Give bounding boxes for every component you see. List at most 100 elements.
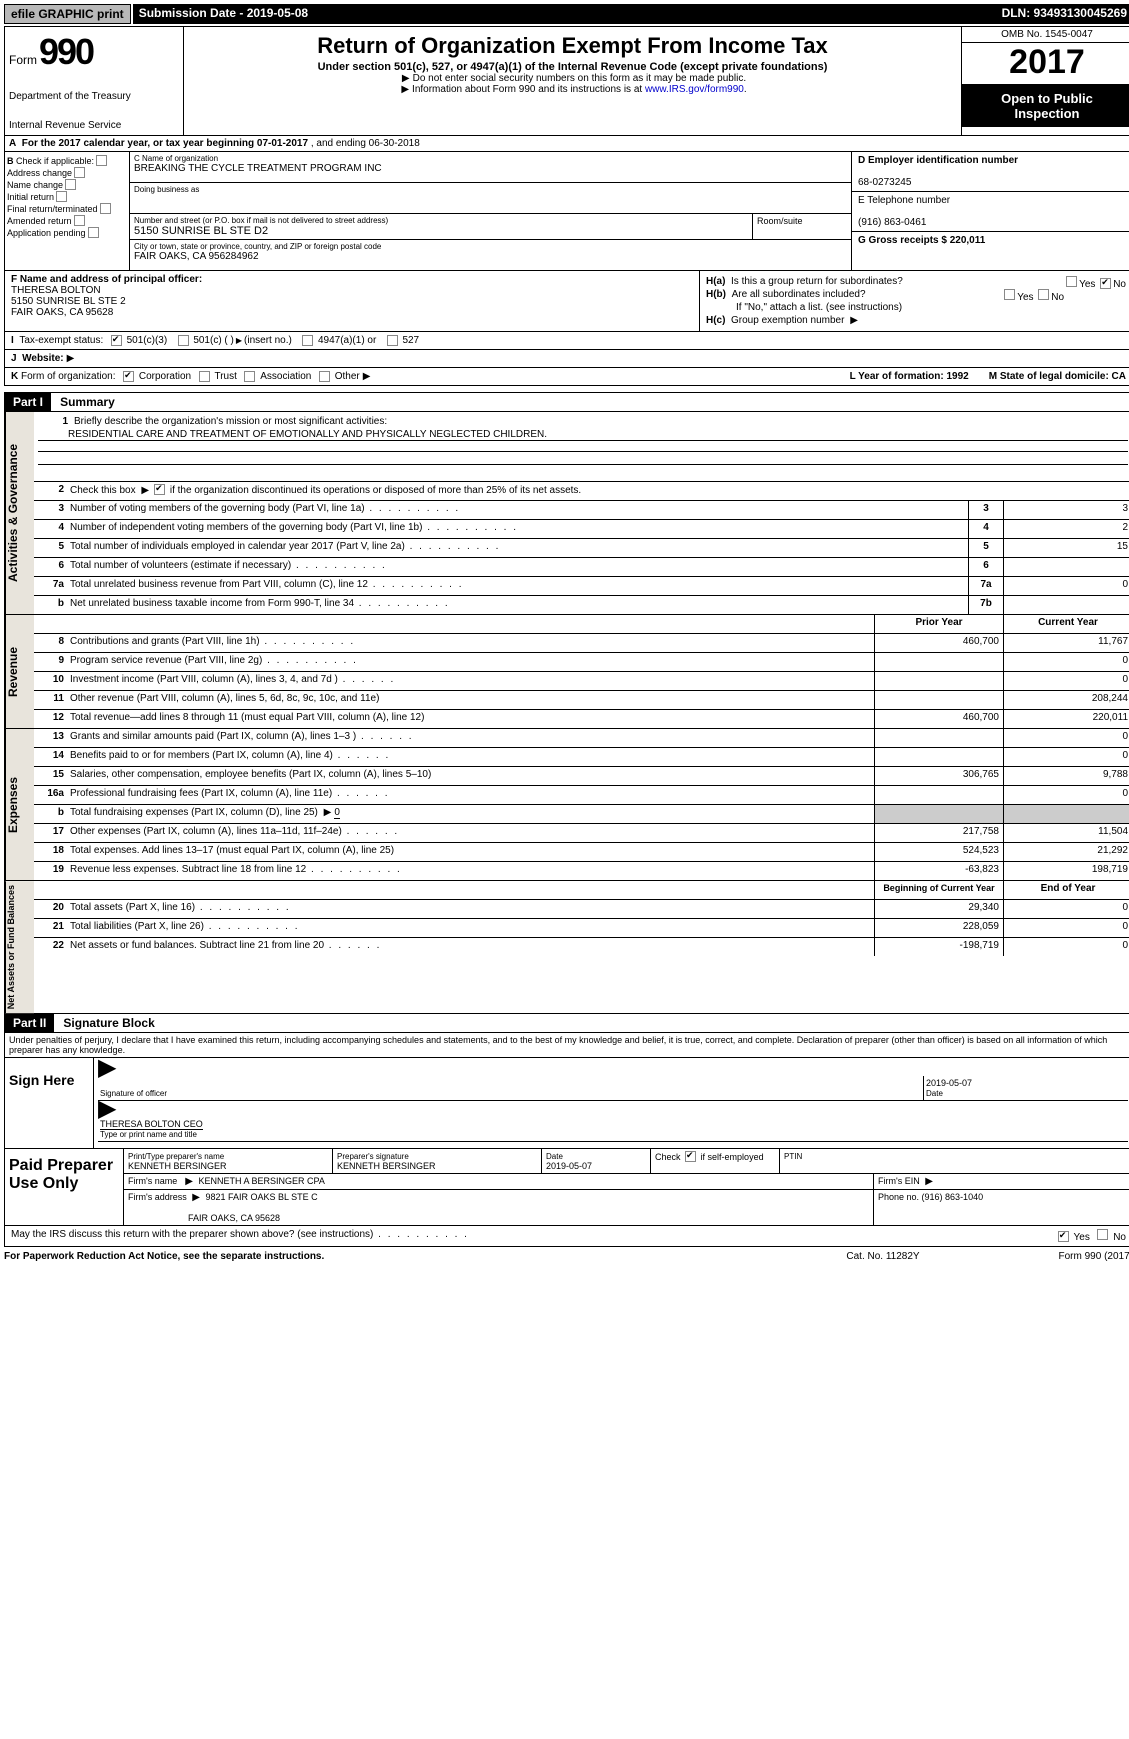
section-k: K Form of organization: Corporation Trus…: [4, 368, 1129, 386]
line4-val: 2: [1003, 520, 1129, 538]
line10-prior: [874, 672, 1003, 690]
page-footer: For Paperwork Reduction Act Notice, see …: [4, 1251, 1129, 1262]
officer-printed-name: THERESA BOLTON CEO: [100, 1119, 203, 1130]
section-f-h: F Name and address of principal officer:…: [4, 271, 1129, 332]
form-number: 990: [39, 31, 93, 73]
line12-current: 220,011: [1003, 710, 1129, 728]
cb-self-employed[interactable]: [685, 1151, 696, 1162]
cb-4947[interactable]: [302, 335, 313, 346]
line5: Total number of individuals employed in …: [68, 539, 968, 557]
paid-preparer-label: Paid Preparer Use Only: [5, 1149, 124, 1225]
cb-discuss-no[interactable]: [1097, 1229, 1108, 1240]
vlabel-revenue: Revenue: [5, 615, 34, 728]
line15-current: 9,788: [1003, 767, 1129, 785]
cb-final[interactable]: [100, 203, 111, 214]
form-label: Form: [9, 53, 37, 67]
hb-note: If "No," attach a list. (see instruction…: [706, 302, 1126, 313]
line19-current: 198,719: [1003, 862, 1129, 880]
cb-assoc[interactable]: [244, 371, 255, 382]
officer-addr1: 5150 SUNRISE BL STE 2: [11, 296, 126, 307]
activities-governance: Activities & Governance 1Briefly describ…: [4, 412, 1129, 615]
form-header: Form 990 Department of the Treasury Inte…: [4, 26, 1129, 136]
penalty-statement: Under penalties of perjury, I declare th…: [5, 1033, 1129, 1057]
section-deg: D Employer identification number 68-0273…: [851, 152, 1129, 270]
line14: Benefits paid to or for members (Part IX…: [68, 748, 874, 766]
cb-discuss-yes[interactable]: [1058, 1231, 1069, 1242]
cb-ha-no[interactable]: [1100, 278, 1111, 289]
line21-begin: 228,059: [874, 919, 1003, 937]
line12-prior: 460,700: [874, 710, 1003, 728]
line11-current: 208,244: [1003, 691, 1129, 709]
mission: RESIDENTIAL CARE AND TREATMENT OF EMOTIO…: [38, 429, 1128, 441]
cb-name-change[interactable]: [65, 179, 76, 190]
end-year-header: End of Year: [1003, 881, 1129, 899]
prior-year-header: Prior Year: [874, 615, 1003, 633]
cb-501c[interactable]: [178, 335, 189, 346]
cb-initial[interactable]: [56, 191, 67, 202]
room-suite-label: Room/suite: [753, 214, 851, 239]
cb-corp[interactable]: [123, 371, 134, 382]
cb-discontinued[interactable]: [154, 484, 165, 495]
cb-amended[interactable]: [74, 215, 85, 226]
irs: Internal Revenue Service: [9, 120, 179, 131]
vlabel-governance: Activities & Governance: [5, 412, 34, 614]
submission-date: Submission Date - 2019-05-08: [133, 4, 314, 24]
line19-prior: -63,823: [874, 862, 1003, 880]
city: FAIR OAKS, CA 956284962: [134, 251, 259, 262]
expenses-section: Expenses 13Grants and similar amounts pa…: [4, 729, 1129, 881]
line16b: Total fundraising expenses (Part IX, col…: [68, 805, 874, 823]
efile-print-button[interactable]: efile GRAPHIC print: [4, 4, 131, 24]
line15: Salaries, other compensation, employee b…: [68, 767, 874, 785]
cb-hb-yes[interactable]: [1004, 289, 1015, 300]
street-label: Number and street (or P.O. box if mail i…: [134, 216, 748, 225]
firm-ein-label: Firm's EIN: [878, 1176, 920, 1186]
cb-other[interactable]: [319, 371, 330, 382]
line8-current: 11,767: [1003, 634, 1129, 652]
cb-501c3[interactable]: [111, 335, 122, 346]
top-bar: efile GRAPHIC print Submission Date - 20…: [4, 4, 1129, 24]
line2: Check this box if the organization disco…: [68, 482, 1129, 500]
firm-addr2: FAIR OAKS, CA 95628: [188, 1213, 280, 1223]
cb-hb-no[interactable]: [1038, 289, 1049, 300]
line17-current: 11,504: [1003, 824, 1129, 842]
cb-applicable[interactable]: [96, 155, 107, 166]
begin-year-header: Beginning of Current Year: [874, 881, 1003, 899]
line7b-val: [1003, 596, 1129, 614]
irs-link[interactable]: www.IRS.gov/form990: [645, 84, 744, 95]
signature-block: Under penalties of perjury, I declare th…: [4, 1033, 1129, 1247]
part-i-header: Part I Summary: [5, 393, 1129, 411]
line6: Total number of volunteers (estimate if …: [68, 558, 968, 576]
cb-trust[interactable]: [199, 371, 210, 382]
line3: Number of voting members of the governin…: [68, 501, 968, 519]
net-assets-section: Net Assets or Fund Balances Beginning of…: [4, 881, 1129, 1014]
year-formation: L Year of formation: 1992: [850, 371, 969, 382]
form-subtitle: Under section 501(c), 527, or 4947(a)(1)…: [188, 61, 957, 73]
line17-prior: 217,758: [874, 824, 1003, 842]
cb-app-pending[interactable]: [88, 227, 99, 238]
officer-name: THERESA BOLTON: [11, 285, 101, 296]
cb-ha-yes[interactable]: [1066, 276, 1077, 287]
dln: DLN: 93493130045269: [996, 4, 1129, 24]
header-right: OMB No. 1545-0047 2017 Open to Public In…: [962, 27, 1129, 135]
officer-addr2: FAIR OAKS, CA 95628: [11, 307, 113, 318]
line5-val: 15: [1003, 539, 1129, 557]
cb-527[interactable]: [387, 335, 398, 346]
line19: Revenue less expenses. Subtract line 18 …: [68, 862, 874, 880]
cb-address-change[interactable]: [74, 167, 85, 178]
line7a: Total unrelated business revenue from Pa…: [68, 577, 968, 595]
preparer-name: KENNETH BERSINGER: [128, 1161, 227, 1171]
gross-receipts: G Gross receipts $ 220,011: [858, 235, 985, 246]
line7b: Net unrelated business taxable income fr…: [68, 596, 968, 614]
line8-prior: 460,700: [874, 634, 1003, 652]
sign-here-label: Sign Here: [5, 1058, 94, 1148]
vlabel-expenses: Expenses: [5, 729, 34, 880]
section-h: H(a) Is this a group return for subordin…: [699, 271, 1129, 331]
ein-label: D Employer identification number: [858, 155, 1018, 166]
line22: Net assets or fund balances. Subtract li…: [68, 938, 874, 956]
sig-date: 2019-05-07: [926, 1078, 972, 1088]
line10-current: 0: [1003, 672, 1129, 690]
note-info: Information about Form 990 and its instr…: [412, 84, 645, 95]
line20: Total assets (Part X, line 16): [68, 900, 874, 918]
line18-prior: 524,523: [874, 843, 1003, 861]
preparer-sig: KENNETH BERSINGER: [337, 1161, 436, 1171]
